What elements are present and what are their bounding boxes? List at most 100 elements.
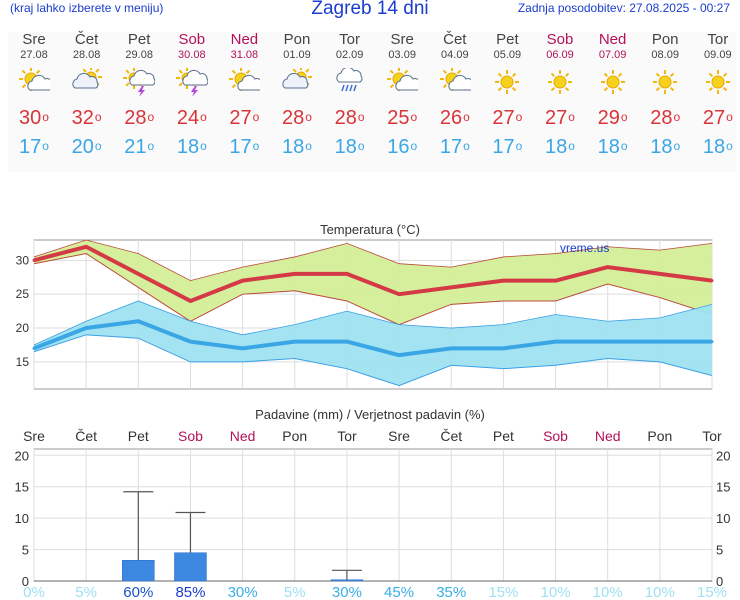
precip-bar xyxy=(122,560,155,582)
degree-sign: o xyxy=(673,139,681,153)
temperature-chart: Temperatura (°C) 15 20 25 30 vreme.us xyxy=(16,222,714,390)
min-temp-value: 21 xyxy=(124,136,147,158)
max-temp: 27o xyxy=(481,106,533,130)
cloudy-sun-icon xyxy=(71,68,102,89)
min-temp: 16o xyxy=(376,135,428,159)
min-temp-value: 18 xyxy=(597,136,620,158)
sun-icon xyxy=(495,70,520,94)
min-temp: 18o xyxy=(534,135,586,159)
day-name: Pon xyxy=(283,31,311,48)
x-tick-label: Čet xyxy=(75,428,97,444)
degree-sign: o xyxy=(568,139,575,153)
min-temp: 17o xyxy=(218,135,270,159)
x-tick-label: Sre xyxy=(388,428,410,444)
precip-probability: 85% xyxy=(175,584,205,600)
temperature-point xyxy=(710,279,714,283)
max-temp: 28o xyxy=(324,106,376,130)
precip-probability: 10% xyxy=(645,584,675,600)
y-tick-label-right: 0 xyxy=(716,574,723,589)
min-temp: 18o xyxy=(587,135,639,159)
day-name: Tor xyxy=(707,31,729,48)
precip-probability: 0% xyxy=(23,584,45,600)
sun-icon xyxy=(653,70,678,94)
day-column: Čet 04.09 26o 17o xyxy=(429,32,481,159)
x-tick-label: Tor xyxy=(337,428,357,444)
temperature-point xyxy=(658,340,662,344)
day-column: Pon 01.09 28o 18o xyxy=(271,32,323,159)
day-name: Čet xyxy=(443,31,467,48)
day-date: 27.08 xyxy=(20,49,48,61)
day-column: Čet 28.08 32o 20o xyxy=(61,32,113,159)
temperature-line xyxy=(33,319,712,358)
sun-icon xyxy=(548,70,572,94)
degree-sign: o xyxy=(620,110,628,124)
temperature-point xyxy=(241,346,245,350)
min-temp-value: 18 xyxy=(545,136,568,158)
precip-bar xyxy=(330,579,364,582)
degree-sign: o xyxy=(463,139,470,153)
precip-probability: 15% xyxy=(488,584,518,600)
min-temp-value: 18 xyxy=(282,136,305,158)
min-temp-value: 17 xyxy=(439,136,463,158)
day-date: 31.08 xyxy=(230,49,259,61)
daily-forecast-strip: Sre 27.08 30o 17o Čet 28.08 32o 20o Pet 29.08 28o 2… xyxy=(8,32,736,172)
precip-probability: 60% xyxy=(123,584,153,600)
y-tick-label-left: 20 xyxy=(15,448,29,463)
degree-sign: o xyxy=(252,110,260,124)
max-temp-value: 27 xyxy=(492,107,515,129)
max-temp-value: 27 xyxy=(702,107,726,129)
x-tick-label: Pet xyxy=(128,428,149,444)
degree-sign: o xyxy=(726,139,733,153)
x-tick-label: Pet xyxy=(493,428,514,444)
day-column: Tor 09.09 27o 18o xyxy=(692,32,740,159)
degree-sign: o xyxy=(515,139,523,153)
band-upper-edge xyxy=(33,300,713,346)
min-temp: 18o xyxy=(639,135,691,159)
max-temp-value: 26 xyxy=(439,107,463,129)
day-name: Sre xyxy=(22,31,46,48)
degree-sign: o xyxy=(515,110,523,124)
max-temp-value: 27 xyxy=(545,107,568,129)
temperature-line xyxy=(33,244,713,303)
max-temp: 26o xyxy=(429,106,481,130)
degree-sign: o xyxy=(94,110,102,124)
degree-sign: o xyxy=(463,110,470,124)
x-tick-label: Čet xyxy=(440,428,462,444)
temperature-point xyxy=(293,340,297,344)
day-name: Pet xyxy=(496,31,519,48)
day-column: Ned 07.09 29o 18o xyxy=(587,32,639,159)
temperature-point xyxy=(188,340,192,344)
max-temp: 25o xyxy=(376,106,428,130)
sun-cloud-icon xyxy=(387,68,419,91)
temperature-point xyxy=(449,346,453,350)
precip-probability: 35% xyxy=(436,584,466,600)
max-temp-value: 32 xyxy=(71,107,94,129)
precip-probability: 10% xyxy=(541,584,571,600)
x-tick-label: Tor xyxy=(702,428,722,444)
degree-sign: o xyxy=(357,110,365,124)
max-temp-value: 28 xyxy=(650,107,673,129)
max-temp: 30o xyxy=(8,106,60,130)
min-temp: 18o xyxy=(166,135,218,159)
temperature-point xyxy=(658,272,662,276)
temperature-point xyxy=(501,346,505,350)
max-temp: 28o xyxy=(271,106,323,130)
day-date: 07.09 xyxy=(598,49,627,61)
temperature-point xyxy=(345,340,349,344)
day-date: 03.09 xyxy=(388,49,416,61)
chart-title: Temperatura (°C) xyxy=(320,222,420,237)
temperature-point xyxy=(241,279,245,283)
y-tick-label-right: 15 xyxy=(716,480,730,495)
precip-bar xyxy=(174,552,207,582)
day-date: 04.09 xyxy=(441,49,469,61)
degree-sign: o xyxy=(305,110,312,124)
degree-sign: o xyxy=(673,110,681,124)
max-temp-value: 28 xyxy=(282,107,305,129)
max-temp: 24o xyxy=(166,106,218,130)
max-temp-value: 28 xyxy=(334,107,357,129)
degree-sign: o xyxy=(620,139,628,153)
day-column: Pet 05.09 27o 17o xyxy=(481,32,533,159)
precipitation-chart: Padavine (mm) / Verjetnost padavin (%) Sr… xyxy=(15,407,731,600)
day-column: Sob 30.08 24o 18o xyxy=(166,32,218,159)
sun-cloud-icon xyxy=(439,68,471,91)
